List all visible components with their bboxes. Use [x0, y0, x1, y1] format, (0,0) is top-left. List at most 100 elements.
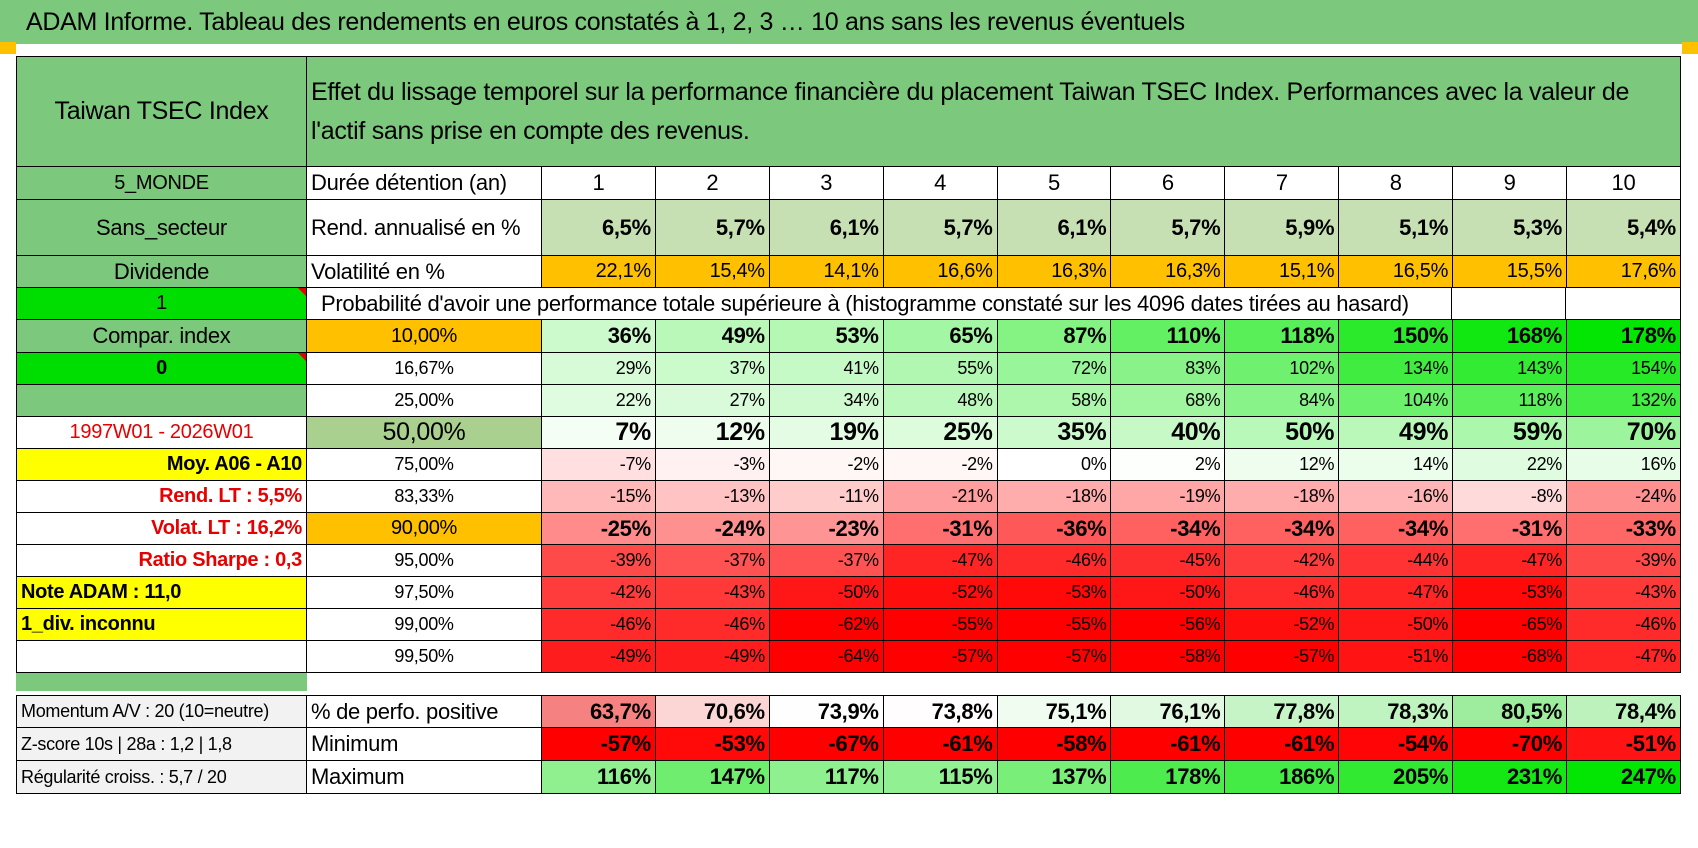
performance-cell: -50% [1339, 609, 1454, 640]
return-cell: 5,9% [1225, 200, 1340, 255]
performance-cell: -18% [997, 481, 1112, 512]
positive-performance-label: % de perfo. positive [307, 696, 542, 727]
minimum-cell: -57% [542, 728, 656, 760]
performance-cell: -64% [769, 641, 884, 672]
year-header: 2 [655, 167, 770, 199]
sector-label: Sans_secteur [16, 200, 307, 255]
positive-share-cell: 76,1% [1111, 696, 1226, 727]
quantile-row: Moy. A06 - A10 75,00% -7% -3% -2% -2% 0% 2% 12% 1… [16, 449, 1681, 481]
spacer-row [16, 673, 1681, 695]
quantile-threshold: 25,00% [307, 385, 542, 416]
side-label-compar: Compar. index [16, 320, 307, 352]
performance-cell: -50% [769, 577, 884, 608]
annualized-return-row: Sans_secteur Rend. annualisé en % 6,5% 5,… [16, 200, 1681, 256]
quantile-threshold: 99,50% [307, 641, 542, 672]
performance-cell: -52% [1225, 609, 1340, 640]
return-cell: 5,7% [1111, 200, 1226, 255]
performance-cell: 58% [997, 385, 1112, 416]
volatility-cell: 15,4% [655, 256, 770, 287]
performance-cell: 41% [769, 353, 884, 384]
performance-cell: 12% [1225, 449, 1340, 480]
maximum-cell: 205% [1339, 761, 1454, 793]
volatility-cell: 16,3% [997, 256, 1112, 287]
side-label-moy: Moy. A06 - A10 [16, 449, 307, 480]
return-cell: 5,7% [655, 200, 770, 255]
side-label-blank [16, 641, 307, 672]
volatility-cell: 16,3% [1111, 256, 1226, 287]
maximum-cell: 231% [1453, 761, 1568, 793]
corner-marker-right [1682, 42, 1698, 54]
minimum-cell: -67% [769, 728, 884, 760]
performance-cell: -45% [1111, 545, 1226, 576]
performance-cell: 27% [655, 385, 770, 416]
performance-cell: -55% [997, 609, 1112, 640]
performance-cell: -53% [1453, 577, 1568, 608]
positive-share-cell: 78,3% [1339, 696, 1454, 727]
performance-cell: 35% [997, 417, 1112, 448]
performance-cell: -57% [1225, 641, 1340, 672]
corner-marker-left [0, 42, 16, 54]
performance-cell: 178% [1567, 320, 1681, 352]
performance-cell: 118% [1225, 320, 1340, 352]
side-label-flag0: 0 [16, 353, 307, 384]
performance-cell: -47% [1453, 545, 1568, 576]
quantile-row: Compar. index 10,00% 36% 49% 53% 65% 87% 110% 11… [16, 320, 1681, 353]
performance-cell: -55% [883, 609, 998, 640]
performance-cell: 87% [997, 320, 1112, 352]
year-header: 9 [1453, 167, 1568, 199]
performance-cell: 34% [769, 385, 884, 416]
performance-cell: 48% [883, 385, 998, 416]
performance-cell: -57% [997, 641, 1112, 672]
performance-cell: 70% [1567, 417, 1681, 448]
performance-cell: -34% [1339, 513, 1454, 544]
quantile-row: 25,00% 22% 27% 34% 48% 58% 68% 84% 104% 118% 132% [16, 385, 1681, 417]
side-label-volat-lt: Volat. LT : 16,2% [16, 513, 307, 544]
performance-cell: 25% [883, 417, 998, 448]
performance-cell: -46% [655, 609, 770, 640]
year-header: 3 [769, 167, 884, 199]
maximum-cell: 186% [1225, 761, 1340, 793]
volatility-cell: 16,5% [1339, 256, 1454, 287]
performance-cell: -23% [769, 513, 884, 544]
performance-cell: 7% [542, 417, 656, 448]
maximum-cell: 247% [1567, 761, 1681, 793]
minimum-cell: -51% [1567, 728, 1681, 760]
performance-cell: 37% [655, 353, 770, 384]
volatility-row: Dividende Volatilité en % 22,1% 15,4% 14,1… [16, 256, 1681, 288]
asset-name: Taiwan TSEC Index [16, 57, 307, 166]
year-header: 4 [883, 167, 998, 199]
side-label-rend-lt: Rend. LT : 5,5% [16, 481, 307, 512]
quantile-threshold: 97,50% [307, 577, 542, 608]
performance-cell: -36% [997, 513, 1112, 544]
quantile-row: 1997W01 - 2026W01 50,00% 7% 12% 19% 25% 35% 40%… [16, 417, 1681, 449]
year-header: 8 [1339, 167, 1454, 199]
side-label-sharpe: Ratio Sharpe : 0,3 [16, 545, 307, 576]
performance-cell: -34% [1225, 513, 1340, 544]
performance-cell: 72% [997, 353, 1112, 384]
year-header: 10 [1567, 167, 1681, 199]
performance-cell: -50% [1111, 577, 1226, 608]
performance-cell: -46% [997, 545, 1112, 576]
performance-cell: 65% [883, 320, 998, 352]
volatility-cell: 15,5% [1453, 256, 1568, 287]
performance-cell: 40% [1111, 417, 1226, 448]
year-header: 1 [542, 167, 656, 199]
performance-cell: 22% [1453, 449, 1568, 480]
performance-cell: -8% [1453, 481, 1568, 512]
performance-cell: 84% [1225, 385, 1340, 416]
performance-cell: -2% [769, 449, 884, 480]
regularity-label: Régularité croiss. : 5,7 / 20 [16, 761, 307, 793]
zscore-label: Z-score 10s | 28a : 1,2 | 1,8 [16, 728, 307, 760]
minimum-row: Z-score 10s | 28a : 1,2 | 1,8 Minimum -5… [16, 728, 1681, 761]
maximum-cell: 147% [655, 761, 770, 793]
performance-cell: -47% [883, 545, 998, 576]
year-header: 7 [1225, 167, 1340, 199]
positive-share-cell: 80,5% [1453, 696, 1568, 727]
performance-cell: 102% [1225, 353, 1340, 384]
performance-cell: 53% [769, 320, 884, 352]
performance-cell: -42% [1225, 545, 1340, 576]
performance-cell: 49% [1339, 417, 1454, 448]
performance-cell: -51% [1339, 641, 1454, 672]
performance-cell: -18% [1225, 481, 1340, 512]
return-cell: 6,5% [542, 200, 656, 255]
